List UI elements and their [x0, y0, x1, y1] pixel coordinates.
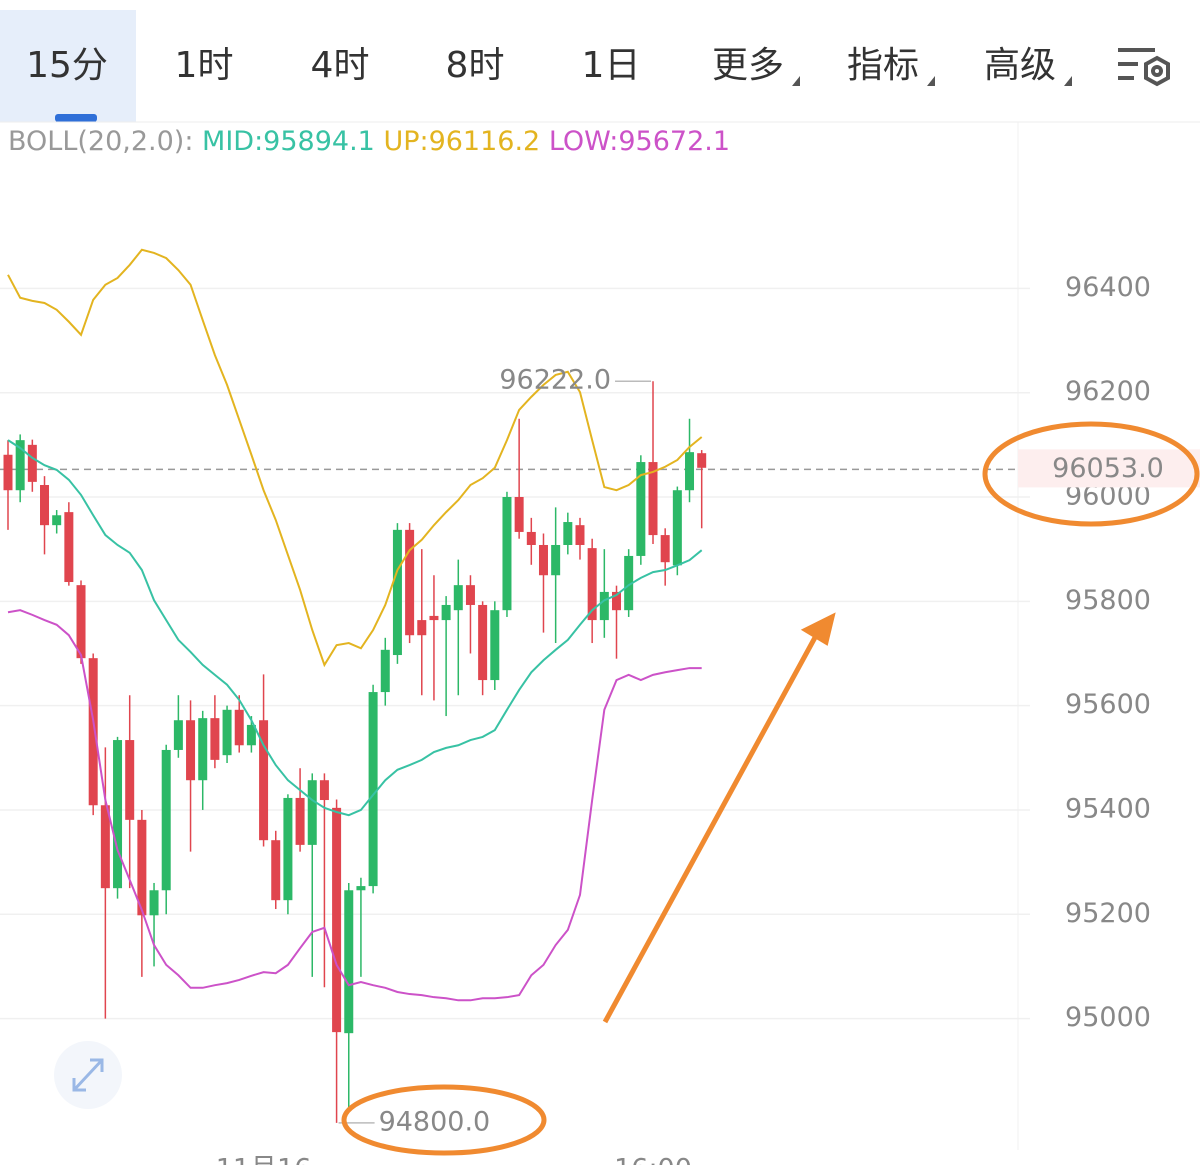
tab[interactable]: 8时 [446, 45, 505, 86]
y-tick-label: 96200 [1065, 376, 1151, 407]
indicator-legend: BOLL(20,2.0): MID:95894.1 UP:96116.2 LOW… [8, 126, 730, 157]
candle-body [490, 610, 500, 681]
candle-body [685, 452, 695, 491]
boll-line [7, 248, 703, 668]
y-tick-label: 95400 [1065, 793, 1151, 824]
candle-body [526, 531, 536, 545]
tab[interactable]: 4时 [311, 45, 370, 86]
candle-body [465, 585, 475, 605]
tab[interactable]: 更多 [712, 45, 784, 86]
candle-body [417, 620, 427, 636]
candle-body [76, 585, 86, 659]
candle-body [697, 453, 707, 468]
candle-body [210, 718, 220, 760]
candle-body [660, 535, 670, 563]
candle-body [368, 692, 378, 887]
legend-entry: MID:95894.1 [202, 126, 375, 157]
annotation-label: 94800.0 [379, 1106, 491, 1137]
tab[interactable]: 高级 [984, 45, 1056, 86]
candle-body [319, 780, 329, 801]
candle-body [612, 591, 621, 611]
y-tick-label: 95200 [1065, 898, 1151, 929]
candle-body [587, 548, 597, 621]
candle-body [392, 529, 402, 656]
candle-body [563, 522, 573, 545]
active-tab-indicator [55, 114, 97, 122]
y-tick-label: 95000 [1065, 1002, 1151, 1033]
candle-body [453, 585, 463, 611]
legend-entry: BOLL(20,2.0): [8, 126, 193, 157]
candle-body [356, 886, 366, 891]
candle-body [100, 805, 110, 889]
dropdown-mark [927, 76, 935, 86]
x-tick-label: 11月16 [216, 1154, 312, 1165]
candle-body [514, 497, 524, 532]
candle-body [259, 720, 269, 841]
candle-body [271, 840, 281, 901]
drawing-annotations [341, 421, 1200, 1156]
candle-body [380, 649, 390, 693]
toolbar [0, 0, 1200, 122]
last-price-label: 96053.0 [1052, 453, 1164, 484]
fullscreen-button[interactable] [54, 1041, 122, 1109]
candle-body [137, 819, 147, 916]
candle-body [624, 555, 634, 611]
dropdown-mark [792, 76, 800, 86]
candle-body [307, 780, 317, 845]
candle-body [672, 490, 682, 566]
candle-body [405, 529, 415, 636]
dropdown-mark [1064, 76, 1072, 86]
candle-body [52, 515, 62, 526]
candle-body [3, 454, 13, 491]
candle-body [186, 720, 196, 781]
candle-body [478, 604, 488, 681]
tab[interactable]: 15分 [26, 45, 108, 86]
active-tab-bg [0, 10, 136, 122]
candle-body [441, 604, 451, 621]
candle-body [149, 890, 159, 916]
candle-body [15, 440, 25, 491]
legend-entry: UP:96116.2 [383, 126, 540, 157]
candle-body [551, 544, 561, 576]
y-tick-label: 95600 [1065, 689, 1151, 720]
candle-body [173, 720, 183, 750]
candle-body [283, 797, 293, 901]
candle-body [234, 709, 244, 746]
candle-body [198, 718, 208, 781]
candle-body [636, 462, 646, 556]
boll-line [7, 439, 703, 817]
candle-body [575, 525, 585, 545]
y-tick-label: 95800 [1065, 585, 1151, 616]
x-tick-label: 16:00 [614, 1154, 692, 1165]
candle-body [88, 658, 98, 806]
plot: BOLL(20,2.0): MID:95894.1 UP:96116.2 LOW… [0, 126, 1200, 1165]
tab[interactable]: 指标 [847, 45, 919, 86]
annotation-label: 96222.0 [499, 365, 611, 396]
candle-body [599, 591, 609, 621]
candle-body [344, 890, 354, 1034]
candle-body [295, 797, 305, 845]
settings-icon[interactable] [1118, 48, 1170, 87]
candle-body [429, 615, 439, 621]
candle-body [648, 462, 658, 536]
last-price-bg [1018, 449, 1200, 488]
tab[interactable]: 1日 [582, 45, 641, 86]
candle-body [113, 740, 123, 889]
candle-body [40, 485, 50, 526]
candle-body [125, 740, 135, 820]
legend-entry: LOW:95672.1 [549, 126, 730, 157]
tab[interactable]: 1时 [175, 45, 234, 86]
candle-body [161, 749, 171, 891]
candle-body [502, 497, 512, 611]
candle-body [246, 724, 256, 746]
candle-body [64, 512, 74, 583]
candle-body [27, 444, 37, 482]
boll-line [7, 609, 702, 1002]
candle-body [538, 544, 548, 576]
y-tick-label: 96400 [1065, 272, 1151, 303]
candle-body [222, 709, 232, 756]
candle-body [332, 807, 342, 1033]
